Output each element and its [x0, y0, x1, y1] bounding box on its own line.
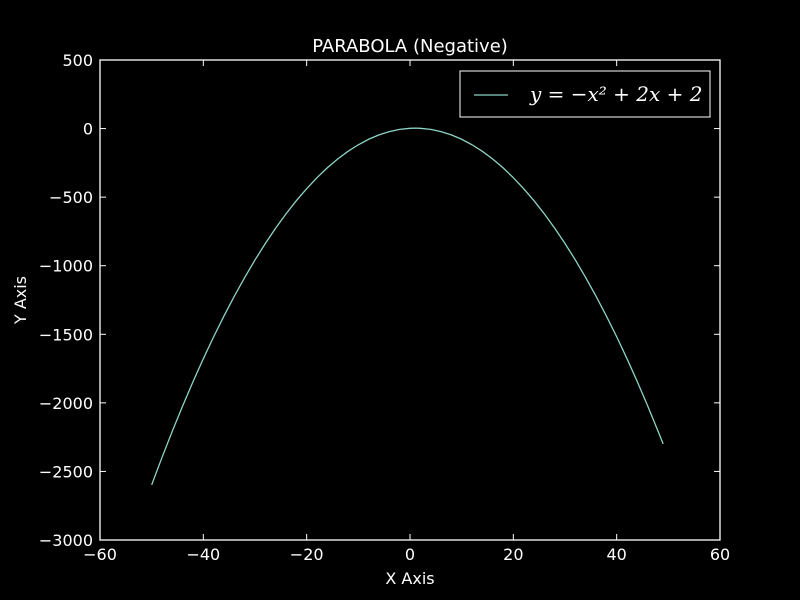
x-axis-label: X Axis: [385, 569, 434, 588]
legend: y = −x² + 2x + 2: [459, 70, 711, 118]
y-tick-label: −2000: [39, 394, 93, 413]
y-tick-label: −1000: [39, 257, 93, 276]
x-tick-label: 0: [405, 545, 415, 564]
x-tick-label: −20: [290, 545, 324, 564]
legend-label: y = −x² + 2x + 2: [529, 82, 703, 106]
y-tick-label: 0: [83, 120, 93, 139]
x-tick-label: −40: [186, 545, 220, 564]
x-tick-label: 20: [503, 545, 523, 564]
y-tick-label: −1500: [39, 325, 93, 344]
y-tick-label: −3000: [39, 531, 93, 550]
axis-ticks: −60 −40 −20 0 20 40 60 −3000 −2500 −2000 −1500 −100…: [39, 51, 730, 564]
series-line: [151, 127, 664, 486]
y-tick-label: 500: [62, 51, 93, 70]
plot-frame: [99, 59, 721, 541]
chart-title: PARABOLA (Negative): [312, 36, 508, 57]
y-axis-label: Y Axis: [11, 276, 30, 325]
y-tick-label: −2500: [39, 462, 93, 481]
legend-box: [459, 70, 711, 118]
x-tick-label: −60: [83, 545, 117, 564]
x-tick-label: 40: [606, 545, 626, 564]
series-layer: [151, 127, 664, 486]
x-tick-label: 60: [710, 545, 730, 564]
y-tick-label: −500: [49, 188, 93, 207]
